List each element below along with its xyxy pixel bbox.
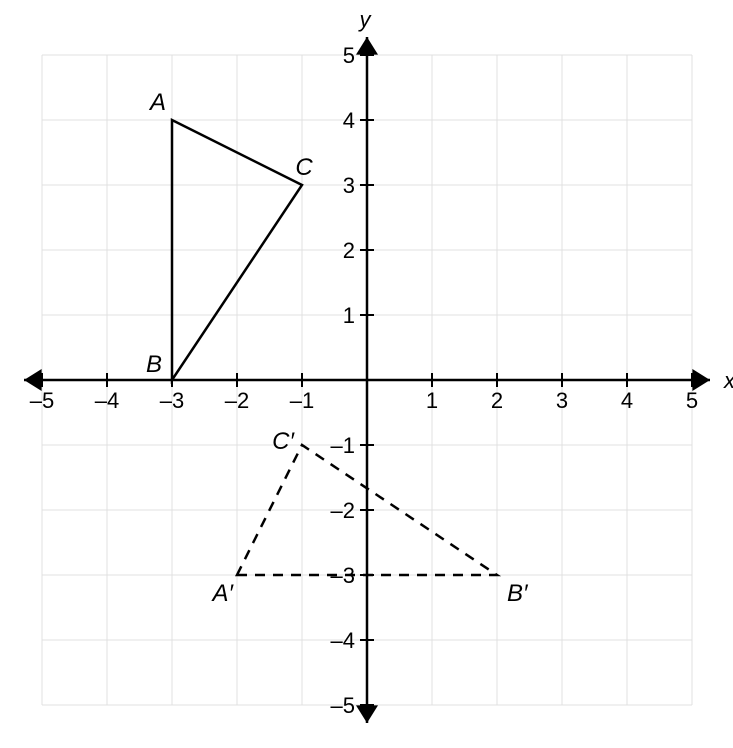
label-A: A (148, 89, 166, 116)
axis-arrow (356, 705, 378, 723)
x-tick-label: –1 (290, 388, 314, 413)
x-tick-label: 5 (686, 388, 698, 413)
x-tick-label: –5 (30, 388, 54, 413)
y-tick-label: 5 (343, 43, 355, 68)
label-B: B (146, 351, 162, 378)
y-tick-label: 3 (343, 173, 355, 198)
label-C: C (295, 154, 313, 181)
x-tick-label: –3 (160, 388, 184, 413)
x-tick-label: –4 (95, 388, 119, 413)
y-tick-label: –5 (331, 693, 355, 718)
y-tick-label: 2 (343, 238, 355, 263)
axis-arrow (356, 37, 378, 55)
coordinate-chart: –5–4–3–2–112345–5–4–3–2–112345xyABCA′B′C… (0, 0, 733, 748)
label-Bprime: B′ (507, 580, 529, 607)
label-Cprime: C′ (272, 428, 295, 455)
y-tick-label: 1 (343, 303, 355, 328)
x-tick-label: 1 (426, 388, 438, 413)
label-Aprime: A′ (210, 580, 234, 607)
x-tick-label: 4 (621, 388, 633, 413)
chart-svg: –5–4–3–2–112345–5–4–3–2–112345xyABCA′B′C… (0, 0, 733, 748)
x-tick-label: –2 (225, 388, 249, 413)
y-axis-label: y (358, 7, 373, 32)
x-tick-label: 2 (491, 388, 503, 413)
x-axis-label: x (723, 368, 733, 393)
x-tick-label: 3 (556, 388, 568, 413)
y-tick-label: –4 (331, 628, 355, 653)
y-tick-label: –2 (331, 498, 355, 523)
y-tick-label: 4 (343, 108, 355, 133)
y-tick-label: –1 (331, 433, 355, 458)
